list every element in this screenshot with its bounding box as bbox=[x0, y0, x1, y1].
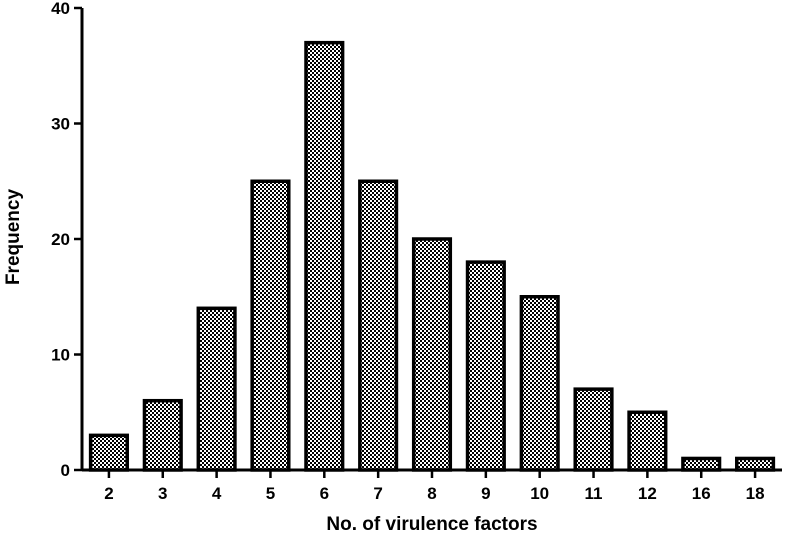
bar-5 bbox=[250, 179, 291, 472]
x-tick-label-2: 2 bbox=[104, 484, 113, 503]
x-tick-label-8: 8 bbox=[427, 484, 436, 503]
bar-9 bbox=[465, 260, 506, 472]
y-tick-label-30: 30 bbox=[51, 115, 70, 134]
bar-18 bbox=[735, 456, 776, 472]
y-axis-title: Frequency bbox=[3, 189, 24, 286]
y-tick-label-0: 0 bbox=[61, 461, 70, 480]
x-tick-label-3: 3 bbox=[158, 484, 167, 503]
x-tick-label-18: 18 bbox=[746, 484, 765, 503]
x-tick-label-6: 6 bbox=[320, 484, 329, 503]
bar-10 bbox=[519, 295, 560, 472]
bar-8 bbox=[411, 237, 453, 472]
bar-16 bbox=[681, 456, 722, 472]
bars-group bbox=[88, 40, 776, 472]
x-tick-label-12: 12 bbox=[638, 484, 657, 503]
x-tick-label-4: 4 bbox=[212, 484, 222, 503]
bar-7 bbox=[358, 179, 399, 472]
x-tick-label-11: 11 bbox=[585, 484, 603, 503]
bar-4 bbox=[196, 306, 237, 472]
bar-6 bbox=[304, 40, 345, 472]
x-tick-label-7: 7 bbox=[373, 484, 382, 503]
y-tick-label-10: 10 bbox=[51, 346, 70, 365]
y-tick-label-20: 20 bbox=[51, 230, 70, 249]
x-axis-ticks: 2 3 4 5 6 7 8 9 10 11 12 16 18 bbox=[104, 470, 765, 503]
bar-11 bbox=[573, 387, 614, 472]
x-tick-label-5: 5 bbox=[266, 484, 275, 503]
y-tick-label-40: 40 bbox=[51, 0, 70, 18]
x-tick-label-10: 10 bbox=[530, 484, 549, 503]
x-tick-label-9: 9 bbox=[481, 484, 490, 503]
bar-12 bbox=[627, 410, 668, 472]
bar-3 bbox=[142, 398, 183, 472]
y-axis-ticks: 0 10 20 30 40 bbox=[51, 0, 82, 480]
x-axis-title: No. of virulence factors bbox=[326, 514, 537, 535]
x-tick-label-16: 16 bbox=[692, 484, 711, 503]
bar-2 bbox=[88, 433, 129, 472]
